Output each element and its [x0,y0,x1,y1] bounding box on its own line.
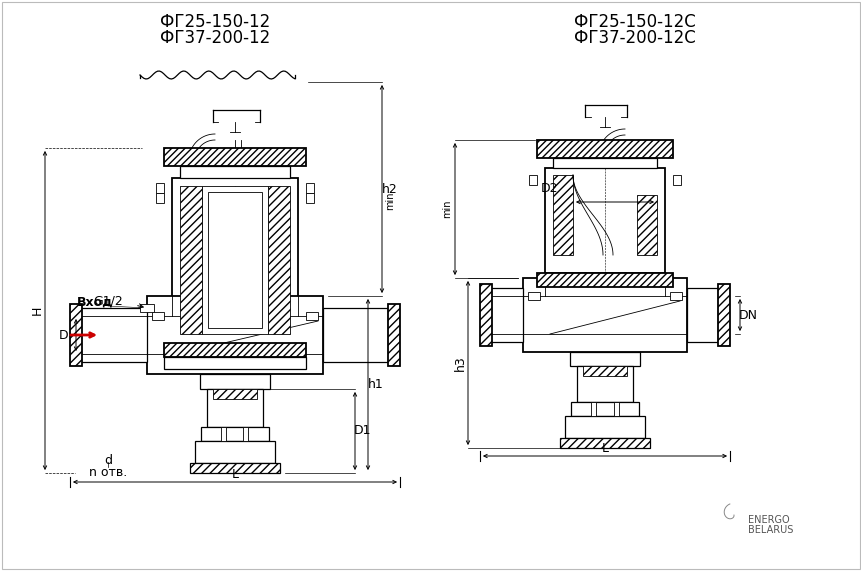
Text: L: L [232,468,238,481]
Text: H: H [30,306,43,315]
Bar [480,284,492,346]
Bar [544,168,664,273]
Bar [164,148,306,166]
Bar [164,357,306,369]
Bar [164,343,306,357]
Bar [156,193,164,203]
Text: d: d [104,453,112,467]
Bar [529,175,536,185]
Text: DN: DN [738,308,757,321]
Text: n отв.: n отв. [89,465,127,478]
Bar [717,284,729,346]
Bar [528,292,539,300]
Bar [147,296,323,374]
Bar [569,352,639,366]
Bar [180,186,201,334]
Text: ФГ25-150-12С: ФГ25-150-12С [573,13,695,31]
Text: ФГ37-200-12: ФГ37-200-12 [159,29,269,47]
Bar [560,438,649,448]
Bar [268,186,289,334]
Bar [213,389,257,399]
Bar [306,312,318,320]
Bar [536,287,672,299]
Text: D2: D2 [541,182,558,195]
Bar [306,183,313,193]
Bar [306,193,313,203]
Text: ENERGO: ENERGO [747,515,789,525]
Text: min: min [385,192,394,210]
Bar [570,402,638,416]
Text: BELARUS: BELARUS [747,525,792,535]
Bar [156,183,164,193]
Bar [208,192,262,328]
Bar [582,366,626,376]
Bar [489,288,523,342]
Bar [553,175,573,255]
Bar [243,427,248,441]
Bar [672,175,680,185]
Bar [139,304,154,312]
Bar [189,463,280,473]
Text: D: D [59,328,69,341]
Bar [387,304,400,366]
Bar [669,292,681,300]
Bar [180,166,289,178]
Bar [70,304,82,366]
Text: h2: h2 [381,183,398,195]
Bar [613,402,618,416]
Bar [201,427,269,441]
Bar [207,389,263,427]
Bar [220,427,226,441]
Bar [553,158,656,168]
Text: L: L [601,441,608,455]
Bar [152,312,164,320]
Bar [201,186,268,334]
Text: ФГ25-150-12: ФГ25-150-12 [159,13,269,31]
Bar [80,308,147,362]
Bar [536,140,672,158]
Text: min: min [442,200,451,218]
Bar [195,441,275,463]
Bar [323,308,387,362]
Bar [564,416,644,438]
Bar [686,288,717,342]
Text: G1/2: G1/2 [93,295,123,308]
Text: ФГ37-200-12С: ФГ37-200-12С [573,29,695,47]
Text: h1: h1 [368,378,383,391]
Text: D1: D1 [354,424,371,437]
Bar [172,178,298,343]
Bar [536,273,672,287]
Bar [200,374,269,389]
Text: Вход: Вход [77,296,113,308]
Bar [591,402,595,416]
Bar [523,278,686,352]
Bar [576,366,632,402]
Bar [636,195,656,255]
Text: h3: h3 [453,355,466,371]
